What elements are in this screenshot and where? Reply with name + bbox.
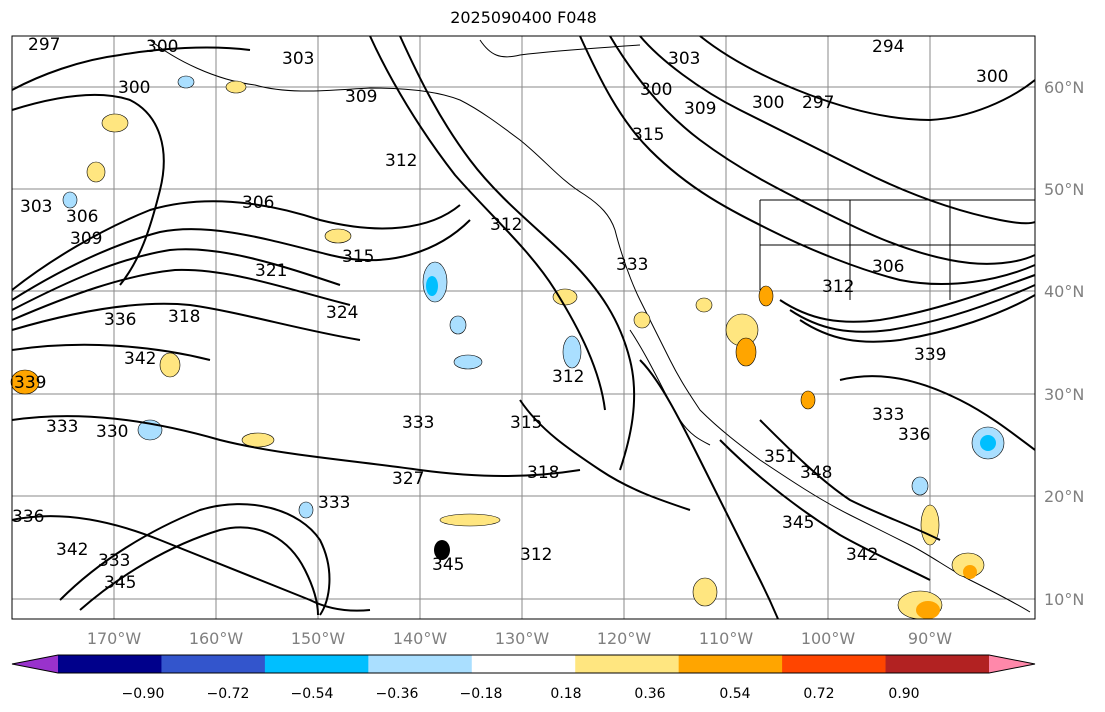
contour-label: 336	[104, 310, 136, 330]
contour-label: 297	[802, 93, 834, 113]
contour-label: 309	[684, 99, 716, 119]
contour-label: 303	[20, 197, 52, 217]
contour-label: 303	[282, 49, 314, 69]
contour-label: 342	[56, 540, 88, 560]
lon-label: 170°W	[87, 629, 142, 648]
contour-label: 312	[490, 215, 522, 235]
lat-label: 60°N	[1044, 78, 1084, 97]
contour-label: 306	[872, 257, 904, 277]
contour-label: 315	[342, 247, 374, 267]
contour-label: 345	[782, 513, 814, 533]
graticule	[12, 36, 1035, 619]
contour-label: 342	[124, 349, 156, 369]
contour-label: 327	[392, 469, 424, 489]
colorbar-segment	[782, 655, 887, 673]
colorbar-outline	[11, 654, 1036, 674]
contour-label: 324	[326, 303, 358, 323]
colorbar-segment	[885, 655, 990, 673]
contour-label: 300	[118, 78, 150, 98]
contour-label-group: 297 300 303 300 300 306 309 303 306 309 …	[12, 35, 1008, 593]
contour-label: 321	[255, 261, 287, 281]
shaded-fields	[10, 75, 1005, 620]
lat-label: 50°N	[1044, 180, 1084, 199]
colorbar-extend-right	[989, 655, 1035, 673]
contour-label: 333	[616, 255, 648, 275]
contour-label: 339	[914, 345, 946, 365]
colorbar-extend-left	[12, 655, 58, 673]
colorbar-segment	[264, 655, 369, 673]
colorbar-tick-label: −0.54	[291, 686, 334, 702]
colorbar-segment	[575, 655, 680, 673]
lat-label: 20°N	[1044, 487, 1084, 506]
contour-label: 312	[552, 367, 584, 387]
contour-label: 330	[96, 422, 128, 442]
colorbar-tick-labels: −0.90 −0.72 −0.54 −0.36 −0.18 0.18 0.36 …	[122, 686, 920, 702]
contour-label: 315	[510, 413, 542, 433]
contour-label: 345	[432, 555, 464, 575]
colorbar-segment	[368, 655, 473, 673]
lon-label: 100°W	[801, 629, 856, 648]
contour-label: 339	[14, 373, 46, 393]
contour-label: 294	[872, 37, 904, 57]
lat-label: 10°N	[1044, 590, 1084, 609]
contour-lines	[11, 35, 1036, 620]
contour-label: 333	[872, 405, 904, 425]
contour-label: 351	[764, 447, 796, 467]
colorbar-tick-label: −0.36	[376, 686, 419, 702]
contour-label: 309	[345, 87, 377, 107]
colorbar-segment	[678, 655, 783, 673]
contour-label: 312	[520, 545, 552, 565]
lon-label: 120°W	[597, 629, 652, 648]
contour-label: 300	[640, 80, 672, 100]
contour-label: 333	[318, 493, 350, 513]
map-title: 2025090400 F048	[450, 8, 597, 27]
colorbar-segment	[471, 655, 576, 673]
colorbar-tick-label: −0.72	[207, 686, 250, 702]
contour-label: 318	[168, 307, 200, 327]
lon-label: 150°W	[291, 629, 346, 648]
colorbar-tick-label: 0.72	[803, 686, 834, 702]
contour-label: 300	[146, 37, 178, 57]
contour-label: 336	[12, 507, 44, 527]
contour-label: 333	[98, 551, 130, 571]
latitude-labels: 60°N 50°N 40°N 30°N 20°N 10°N	[1044, 78, 1084, 609]
contour-label: 297	[28, 35, 60, 55]
colorbar-tick-label: 0.18	[550, 686, 581, 702]
colorbar-tick-label: 0.54	[719, 686, 750, 702]
map-border	[11, 35, 1036, 620]
colorbar-tick-label: 0.36	[634, 686, 665, 702]
colorbar	[11, 654, 1036, 674]
lon-label: 160°W	[189, 629, 244, 648]
contour-label: 315	[632, 125, 664, 145]
contour-label: 306	[242, 193, 274, 213]
colorbar-tick-label: 0.90	[888, 686, 919, 702]
colorbar-tick-label: −0.90	[122, 686, 165, 702]
contour-label: 336	[898, 425, 930, 445]
colorbar-segment	[58, 655, 162, 673]
lon-label: 140°W	[393, 629, 448, 648]
contour-label: 312	[822, 277, 854, 297]
contour-label: 303	[668, 49, 700, 69]
contour-label: 342	[846, 545, 878, 565]
longitude-labels: 170°W 160°W 150°W 140°W 130°W 120°W 110°…	[87, 629, 952, 648]
lon-label: 110°W	[699, 629, 754, 648]
contour-label: 300	[752, 93, 784, 113]
contour-label: 318	[527, 463, 559, 483]
colorbar-tick-label: −0.18	[460, 686, 503, 702]
contour-label: 345	[104, 573, 136, 593]
lat-label: 40°N	[1044, 282, 1084, 301]
lon-label: 130°W	[495, 629, 550, 648]
map-frame	[12, 36, 1035, 619]
contour-label: 348	[800, 463, 832, 483]
lon-label: 90°W	[908, 629, 952, 648]
contour-label: 333	[402, 413, 434, 433]
contour-label: 333	[46, 417, 78, 437]
contour-label: 306	[66, 207, 98, 227]
colorbar-segment	[161, 655, 266, 673]
contour-label: 312	[385, 151, 417, 171]
lat-label: 30°N	[1044, 385, 1084, 404]
contour-label: 300	[976, 67, 1008, 87]
contour-label: 309	[70, 229, 102, 249]
